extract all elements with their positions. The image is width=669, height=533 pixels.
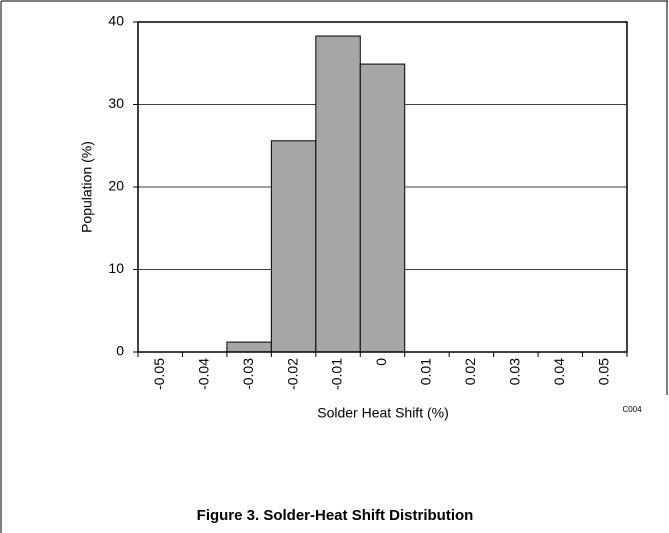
- plot-border: [137, 21, 628, 353]
- bar: [226, 341, 272, 353]
- caption: Figure 3. Solder-Heat Shift Distribution: [197, 507, 474, 524]
- y-tick-label: 10: [108, 260, 124, 276]
- x-tick-label: 0.02: [462, 358, 478, 385]
- x-tick-label: 0.01: [418, 358, 434, 385]
- annotation: C004: [622, 405, 642, 414]
- bar: [359, 63, 406, 353]
- x-tick-label: 0.03: [507, 358, 523, 385]
- y-tick-label: 20: [108, 178, 124, 194]
- x-tick-label: 0.05: [595, 358, 611, 385]
- y-tick-label: 0: [116, 343, 124, 359]
- x-tick-label: -0.04: [195, 358, 211, 390]
- x-tick-label: -0.01: [329, 358, 345, 390]
- x-tick-label: -0.02: [284, 358, 300, 390]
- bar: [315, 35, 361, 353]
- x-tick-label: 0: [373, 358, 389, 366]
- x-tick-label: -0.05: [151, 358, 167, 390]
- bar: [270, 140, 317, 353]
- y-tick-label: 30: [108, 95, 124, 111]
- x-axis-label: Solder Heat Shift (%): [317, 405, 449, 421]
- x-tick-label: -0.03: [240, 358, 256, 390]
- x-tick-label: 0.04: [551, 358, 567, 385]
- y-tick-label: 40: [108, 13, 124, 29]
- y-axis-label: Population (%): [79, 141, 95, 233]
